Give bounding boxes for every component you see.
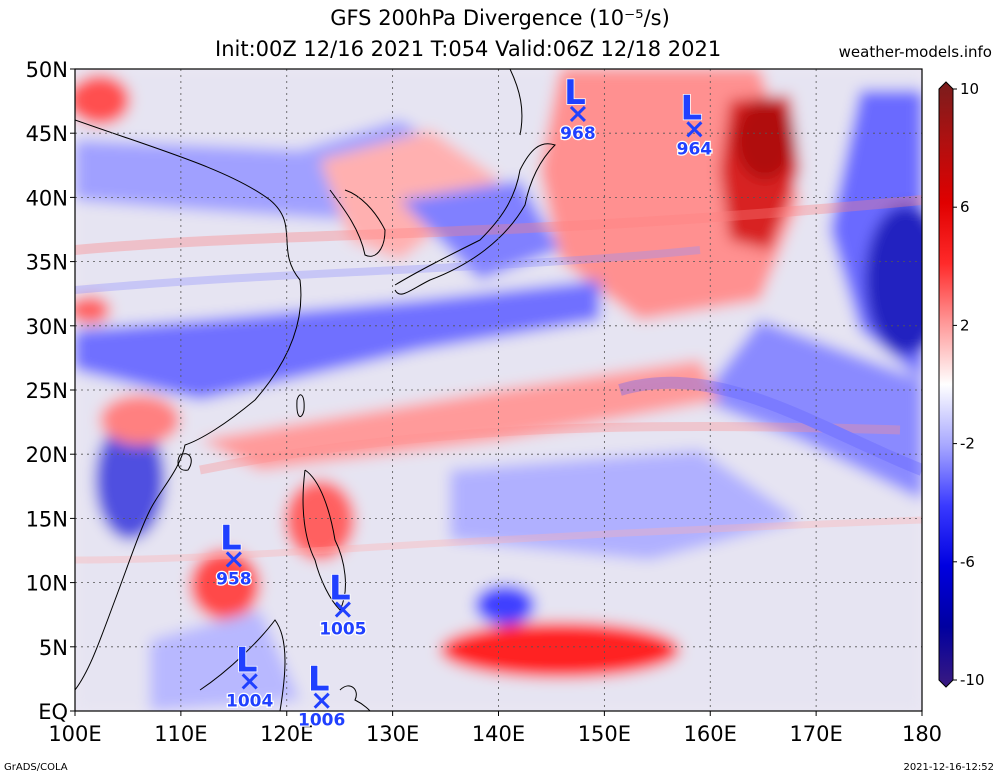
low-cross-mark [569,105,586,123]
lat-label: 50N [26,58,68,82]
lat-label: 5N [39,636,68,660]
lat-label: 40N [26,186,68,210]
low-letter: L [681,88,703,128]
low-cross-mark [313,692,330,709]
low-pressure-value: 968 [560,124,596,144]
sakhalin-coast [509,69,523,136]
lat-label: 20N [26,443,68,467]
lon-label: 100E [48,722,101,746]
lon-label: 120E [260,722,313,746]
colorbar-label: -10 [960,671,985,689]
chart-subtitle: Init:00Z 12/16 2021 T:054 Valid:06Z 12/1… [215,37,722,61]
coastlines [75,69,556,711]
low-cross-mark [686,121,703,138]
lon-label: 150E [578,722,631,746]
low-cross-mark [225,551,242,568]
chart-title: GFS 200hPa Divergence (10⁻⁵/s) [330,6,670,30]
low-letter: L [308,660,330,700]
low-center: L 1005 [318,568,368,641]
low-center: L 958 [215,518,253,591]
low-pressure-markers: L 968 L 964 L 958 L 1005 L 1004 L 1006 [215,72,714,732]
low-letter: L [236,640,258,680]
colorbar-label: 10 [960,80,979,98]
low-cross-mark [334,601,351,618]
korea-coast [329,189,386,257]
low-pressure-value: 964 [677,139,713,159]
lon-label: 130E [366,722,419,746]
lat-labels: 50N 45N 40N 35N 30N 25N 20N 15N 10N 5N EQ [26,58,75,724]
taiwan-coast [296,394,305,418]
low-pressure-value: 958 [216,569,252,589]
colorbar-label: 2 [960,316,970,334]
lat-label: 45N [26,122,68,146]
low-pressure-value: 1004 [226,691,273,711]
low-center: L 968 [559,72,597,145]
japan-coast [394,143,556,295]
colorbar-label: -2 [960,435,975,453]
borneo-coast [199,619,286,711]
hainan-coast [177,453,192,471]
footer-right: 2021-12-16-12:52 [903,762,994,773]
low-center: L 964 [675,88,713,161]
lat-label: 35N [26,251,68,275]
low-pressure-value: 1005 [319,620,366,640]
low-letter: L [329,569,351,609]
lat-label: 15N [26,507,68,531]
low-cross-mark [241,673,258,690]
site-credit: weather-models.info [838,43,992,61]
low-pressure-value: 1006 [298,711,345,731]
low-letter: L [220,518,242,558]
colorbar-label: -6 [960,553,975,571]
lon-label: 180 [902,722,942,746]
lon-label: 110E [154,722,207,746]
colorbar-label: 6 [960,198,970,216]
lat-label: 25N [26,379,68,403]
lon-labels: 100E 110E 120E 130E 140E 150E 160E 170E 180 [48,711,942,746]
asia-coast [75,119,302,691]
sulawesi-coast [339,685,371,711]
philippines-coast [302,469,346,611]
low-center: L 1004 [225,640,275,713]
low-letter: L [564,73,586,113]
lat-label: EQ [38,700,68,724]
lon-label: 140E [472,722,525,746]
colorbar-labels: 10 6 2 -2 -6 -10 [953,80,985,689]
footer-left: GrADS/COLA [4,762,68,773]
lat-label: 10N [26,572,68,596]
lat-label: 30N [26,315,68,339]
colorbar [938,81,954,688]
lon-label: 160E [684,722,737,746]
low-center: L 1006 [297,659,347,732]
field-streaks [75,195,922,564]
gridlines [75,69,922,711]
lon-label: 170E [789,722,842,746]
